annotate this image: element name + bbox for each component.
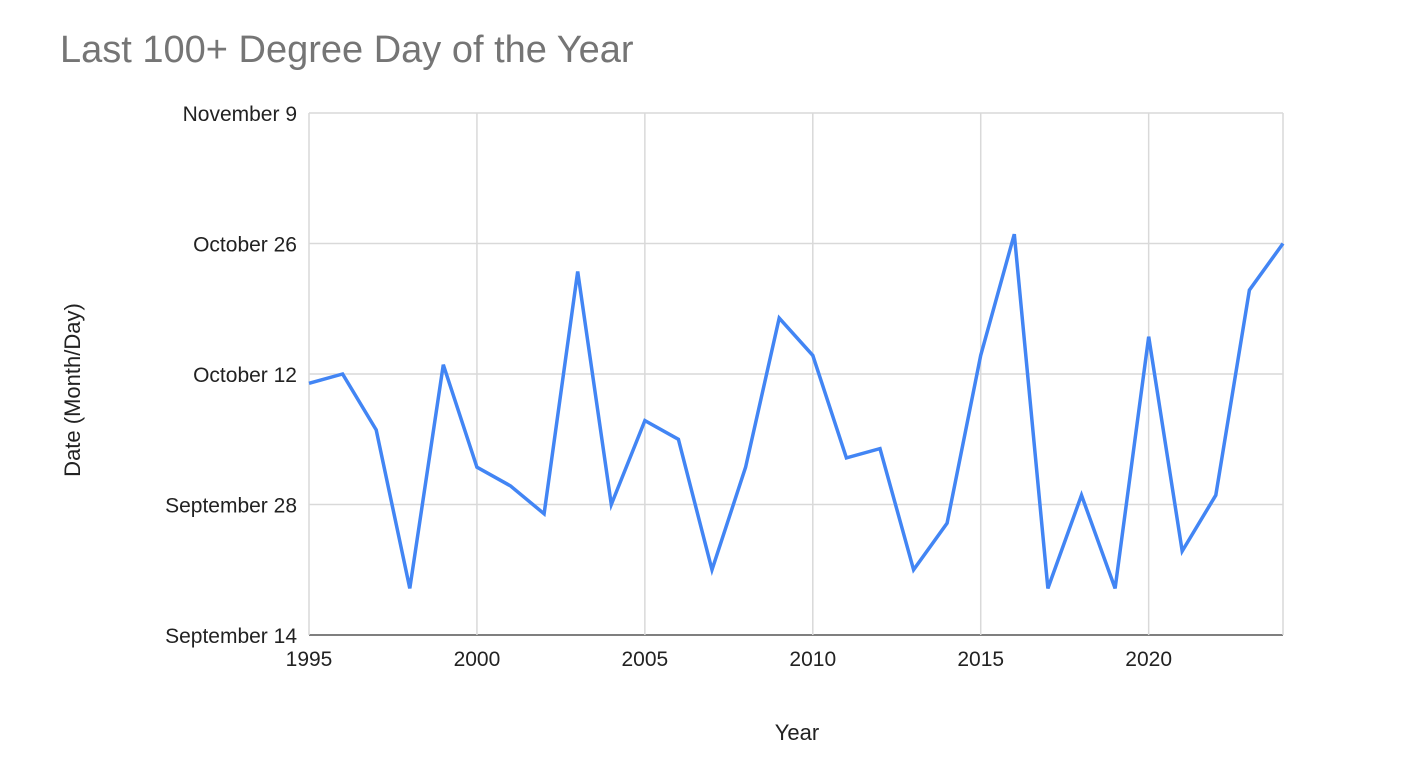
x-tick-label: 2000 xyxy=(454,648,501,671)
x-axis-ticks: 1995 2000 2005 2010 2015 2020 xyxy=(286,648,1172,671)
y-tick-label: September 14 xyxy=(165,625,297,648)
x-axis-label: Year xyxy=(775,720,819,745)
x-tick-label: 2015 xyxy=(957,648,1004,671)
x-tick-label: 2005 xyxy=(622,648,669,671)
y-axis-ticks: September 14 September 28 October 12 Octobe… xyxy=(165,103,297,648)
y-tick-label: October 12 xyxy=(193,364,297,387)
y-tick-label: October 26 xyxy=(193,234,297,257)
x-tick-label: 2020 xyxy=(1125,648,1172,671)
y-tick-label: November 9 xyxy=(183,103,297,126)
chart-title: Last 100+ Degree Day of the Year xyxy=(60,29,634,71)
y-axis-label: Date (Month/Day) xyxy=(60,303,85,477)
gridlines xyxy=(308,112,1284,636)
y-tick-label: September 28 xyxy=(165,495,297,518)
series-lines xyxy=(308,233,1285,589)
x-tick-label: 2010 xyxy=(789,648,836,671)
series-line xyxy=(308,233,1285,589)
x-tick-label: 1995 xyxy=(286,648,333,671)
